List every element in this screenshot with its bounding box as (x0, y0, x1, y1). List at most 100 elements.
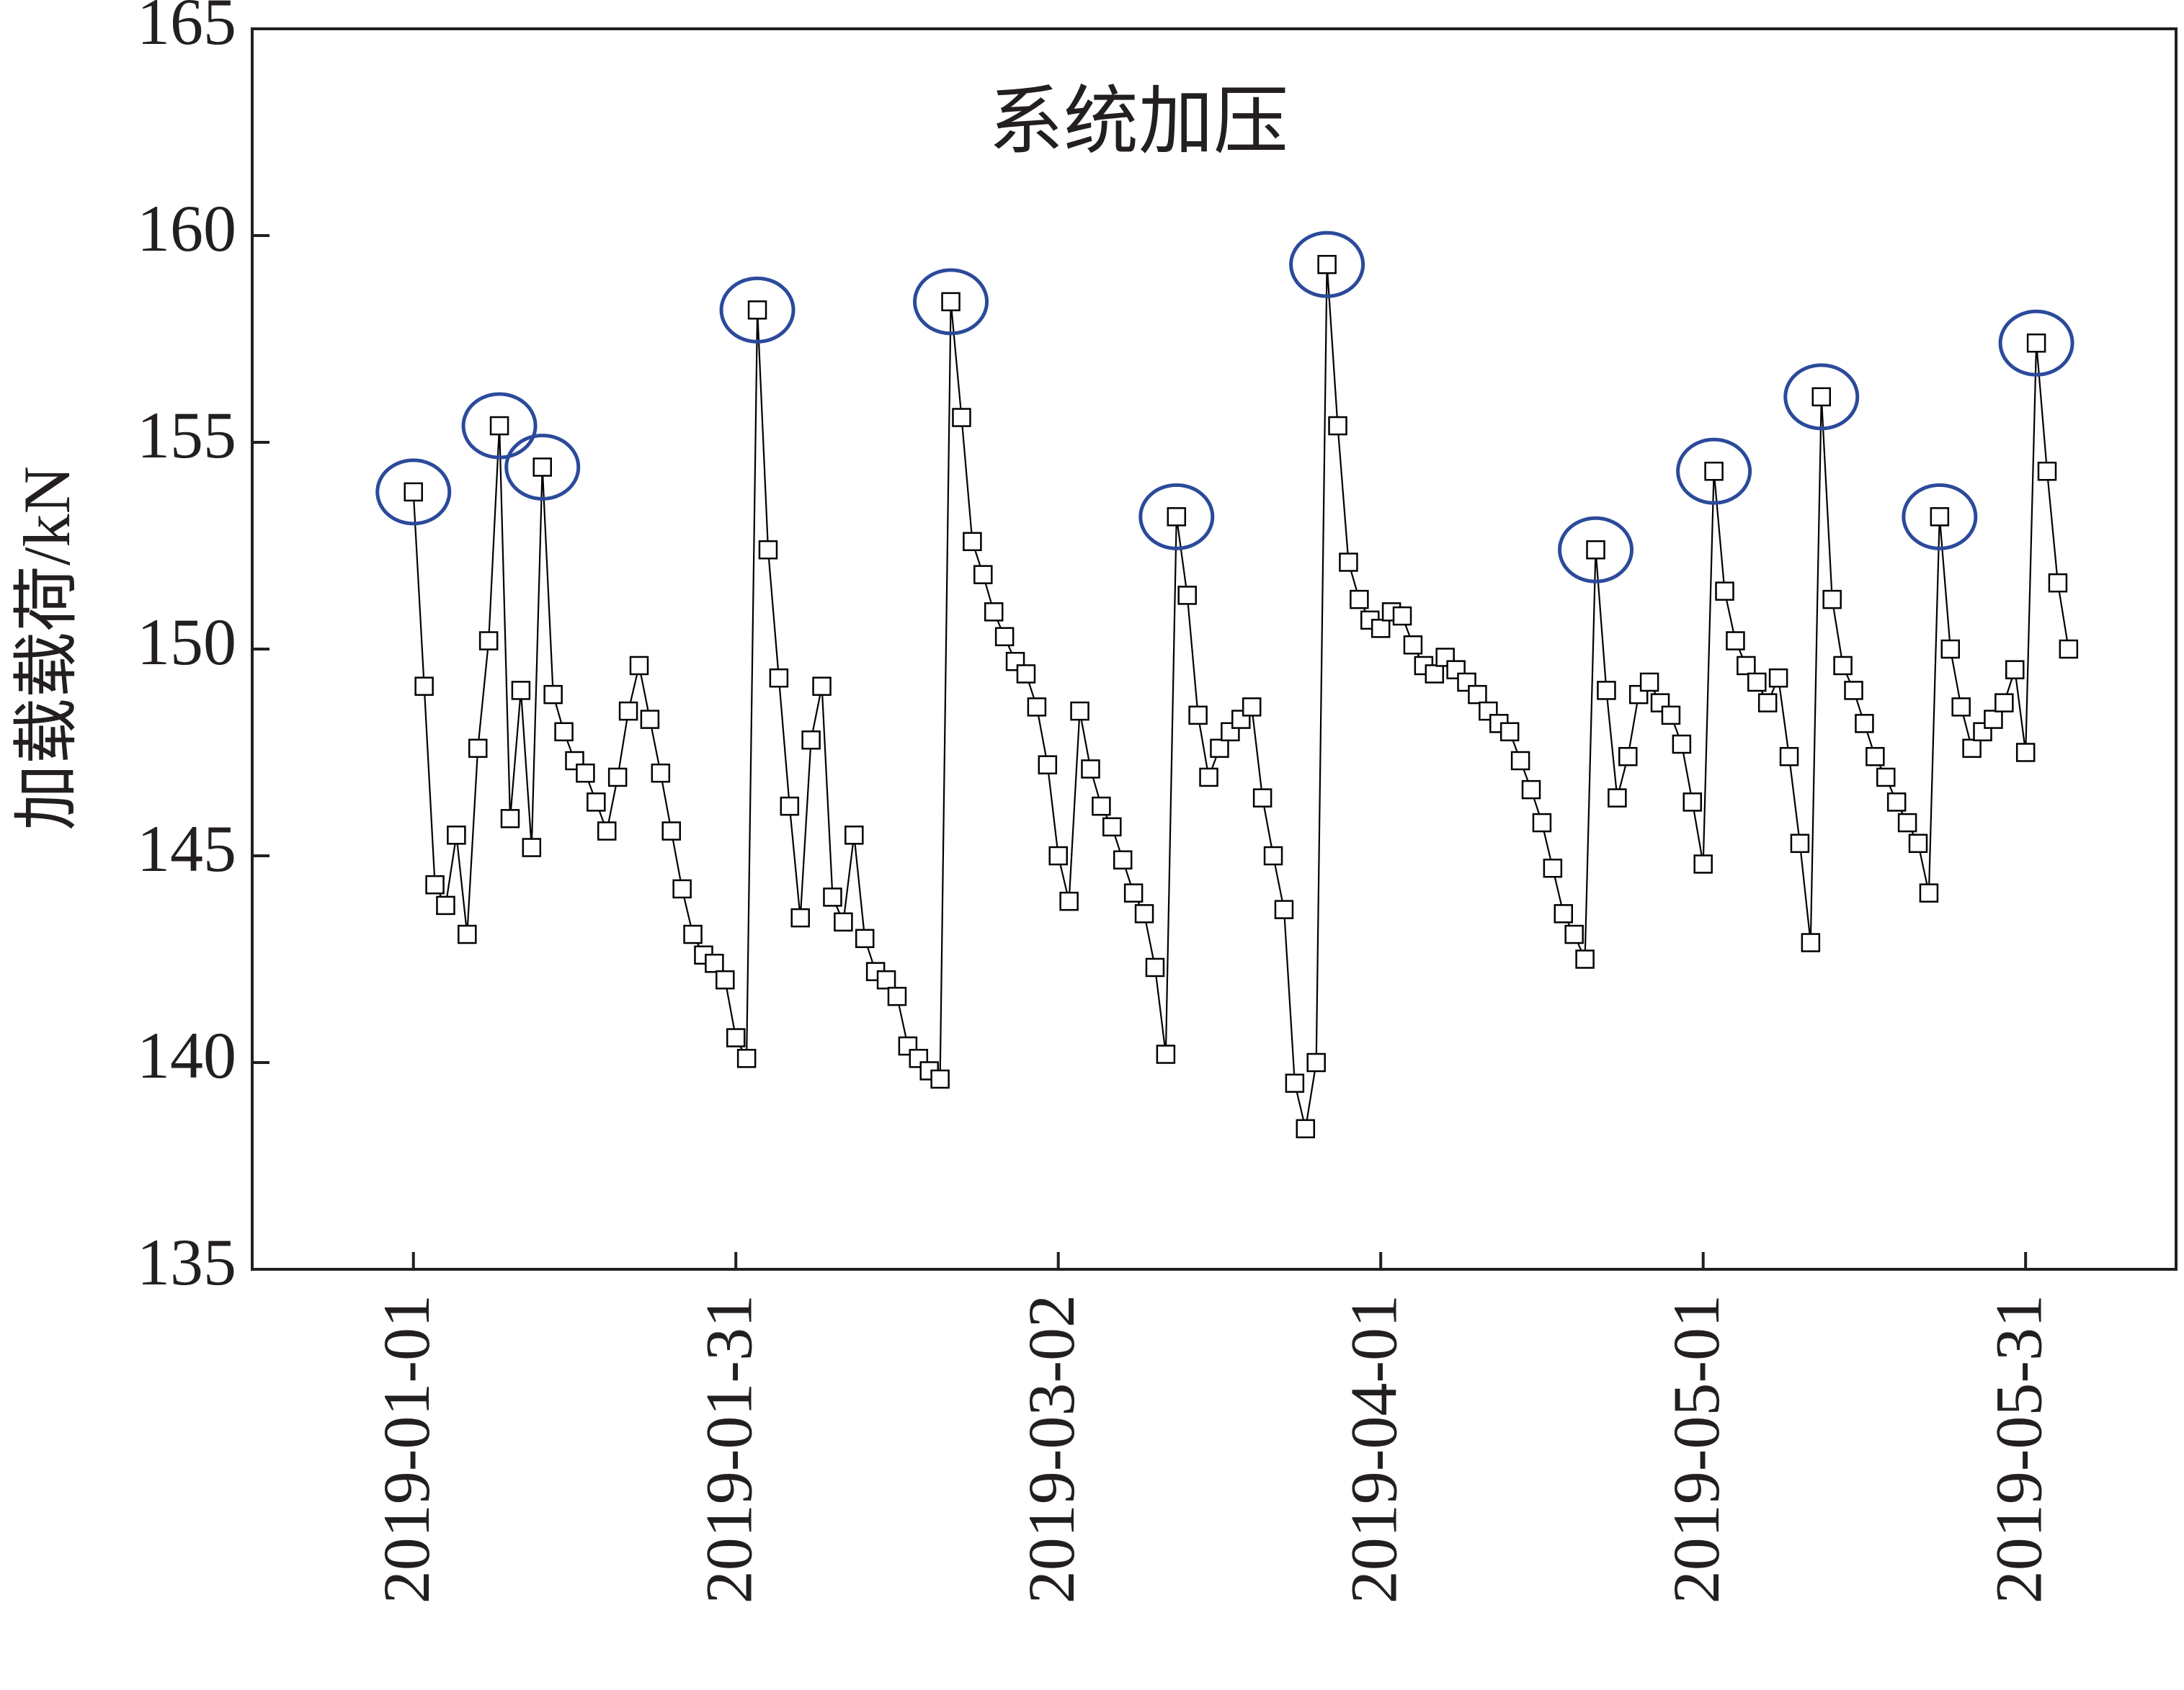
marker (1768, 668, 1788, 688)
marker (1092, 796, 1111, 816)
marker (672, 879, 692, 899)
y-tick-label: 155 (137, 398, 236, 472)
marker (478, 631, 499, 650)
marker (823, 888, 842, 907)
marker (973, 565, 993, 584)
marker (458, 924, 477, 944)
marker (1425, 664, 1445, 684)
marker (468, 738, 488, 759)
annotation: 系统加压 (989, 81, 1288, 164)
marker (597, 821, 617, 841)
marker (1027, 697, 1047, 717)
marker (1113, 850, 1133, 869)
peak-highlight (1902, 483, 1978, 550)
marker (2026, 333, 2046, 353)
marker (1876, 767, 1896, 787)
marker (1457, 672, 1476, 692)
marker (736, 1049, 757, 1068)
marker (436, 895, 455, 916)
marker (1059, 891, 1079, 911)
peak-highlight (1138, 483, 1215, 550)
marker (876, 970, 896, 990)
marker (1930, 507, 1950, 527)
marker (1403, 635, 1423, 655)
marker (1575, 949, 1595, 969)
marker (963, 532, 982, 552)
marker (1177, 586, 1197, 605)
peak-highlight (1783, 363, 1860, 431)
marker (1822, 589, 1842, 609)
peak-highlight (1998, 309, 2074, 377)
marker (1866, 746, 1885, 766)
y-tick-label: 145 (137, 812, 236, 885)
marker (1285, 1073, 1305, 1093)
marker (1499, 722, 1520, 742)
marker (1543, 858, 1563, 878)
peak-highlight (913, 268, 989, 336)
marker (1199, 767, 1218, 787)
marker (1962, 738, 1982, 759)
marker (1672, 734, 1692, 754)
marker (1392, 606, 1412, 626)
marker (780, 796, 800, 816)
marker (952, 408, 971, 427)
y-tick-label: 140 (137, 1019, 236, 1092)
x-tick-label: 2019-03-02 (1015, 1295, 1088, 1604)
marker (898, 1036, 918, 1056)
marker (1682, 792, 1703, 812)
marker (1886, 792, 1907, 812)
y-axis-label: 加载载荷/kN (10, 466, 84, 831)
marker (984, 602, 1004, 622)
marker (1704, 461, 1724, 481)
marker (587, 792, 606, 812)
marker (844, 826, 864, 845)
marker (1908, 833, 1928, 854)
marker (1951, 697, 1971, 717)
marker (1210, 738, 1229, 759)
marker (2037, 461, 2057, 481)
marker (1370, 619, 1391, 638)
marker (747, 300, 767, 320)
marker (683, 924, 703, 944)
marker (1038, 755, 1058, 774)
marker (758, 540, 778, 560)
x-tick-label: 2019-01-01 (370, 1295, 443, 1604)
marker (1263, 846, 1283, 866)
marker (1608, 788, 1627, 808)
peak-highlight (461, 392, 538, 460)
marker (1757, 693, 1778, 712)
marker (1328, 416, 1347, 436)
marker (1726, 631, 1745, 650)
x-tick-label: 2019-05-31 (1982, 1295, 2055, 1604)
marker (855, 929, 875, 949)
marker (1167, 507, 1187, 527)
marker (1016, 664, 1036, 684)
marker (1350, 589, 1369, 609)
marker (651, 763, 671, 783)
marker (941, 292, 960, 312)
marker (607, 767, 628, 787)
marker (1618, 746, 1638, 766)
marker (1855, 714, 1874, 733)
marker (726, 1028, 746, 1047)
marker (1274, 900, 1294, 919)
marker (511, 681, 531, 700)
marker (1715, 581, 1734, 601)
marker (500, 809, 520, 828)
marker (909, 1049, 929, 1068)
peak-highlight (375, 458, 452, 526)
marker (1242, 697, 1262, 717)
marker (1994, 693, 2014, 712)
marker (1897, 813, 1917, 833)
marker (812, 676, 832, 696)
marker (1252, 788, 1272, 808)
marker (1188, 705, 1208, 725)
marker (1844, 681, 1863, 700)
x-tick-label: 2019-01-31 (692, 1295, 765, 1604)
y-tick-label: 150 (137, 605, 236, 679)
marker (425, 875, 445, 895)
marker (640, 710, 660, 729)
marker (1510, 751, 1530, 771)
marker (1156, 1045, 1176, 1064)
